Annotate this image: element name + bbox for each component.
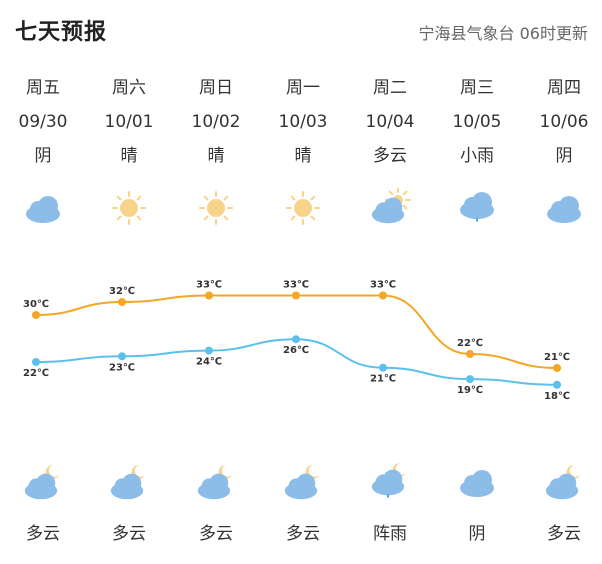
night-weather-label: 多云 [112, 524, 146, 544]
high-temp-point [466, 350, 474, 358]
cloud-icon [454, 462, 500, 502]
light-rain-icon [454, 188, 500, 228]
low-temp-label: 18℃ [544, 391, 570, 402]
night-weather-label: 多云 [199, 524, 233, 544]
sun-icon [106, 188, 152, 228]
high-temp-label: 32℃ [109, 286, 135, 297]
high-temp-label: 21℃ [544, 352, 570, 363]
high-temp-point [292, 291, 300, 300]
sun-icon [280, 188, 326, 228]
high-temp-point [553, 364, 561, 372]
day-weather-label: 多云 [373, 146, 407, 166]
night-weather-label: 阵雨 [373, 524, 407, 544]
low-temp-point [553, 380, 561, 389]
page-title: 七天预报 [15, 20, 108, 45]
high-temp-point [205, 291, 213, 300]
weekday-label: 周二 [373, 78, 407, 98]
weekday-label: 周五 [26, 78, 60, 98]
cloudy-night-icon [20, 462, 66, 502]
night-weather-label: 阴 [468, 524, 486, 544]
low-temp-point [379, 363, 387, 372]
cloudy-night-icon [280, 462, 326, 502]
weekday-label: 周三 [460, 78, 494, 98]
low-temp-point [118, 352, 126, 361]
day-weather-label: 阴 [555, 146, 573, 166]
date-label: 10/03 [278, 112, 328, 132]
cloudy-night-icon [106, 462, 152, 502]
night-weather-label: 多云 [26, 524, 60, 544]
station-name: 宁海县气象台 [418, 24, 515, 43]
low-temp-label: 22℃ [23, 368, 49, 379]
low-temp-point [466, 375, 474, 384]
shower-night-icon [367, 462, 413, 502]
date-label: 10/06 [539, 112, 589, 132]
low-temp-label: 19℃ [457, 385, 483, 396]
day-weather-label: 阴 [34, 146, 52, 166]
cloud-icon [541, 188, 587, 228]
weekday-label: 周四 [547, 78, 581, 98]
date-label: 09/30 [18, 112, 68, 132]
update-time: 06时更新 [519, 24, 588, 43]
weekday-label: 周一 [286, 78, 320, 98]
high-temp-label: 22℃ [457, 338, 483, 349]
weekday-label: 周六 [112, 78, 146, 98]
high-temp-label: 33℃ [196, 280, 222, 291]
high-temp-point [32, 311, 40, 319]
low-temp-label: 21℃ [370, 374, 396, 385]
night-weather-label: 多云 [547, 524, 581, 544]
sun-icon [193, 188, 239, 228]
night-weather-label: 多云 [286, 524, 320, 544]
day-weather-label: 小雨 [460, 146, 494, 166]
low-temp-point [292, 335, 300, 344]
high-temp-label: 33℃ [370, 280, 396, 291]
high-temp-point [379, 291, 387, 300]
day-weather-label: 晴 [207, 146, 225, 166]
cloud-icon [20, 188, 66, 228]
date-label: 10/02 [191, 112, 241, 132]
low-temp-label: 24℃ [196, 357, 222, 368]
date-label: 10/05 [452, 112, 502, 132]
date-label: 10/01 [104, 112, 154, 132]
high-temp-label: 33℃ [283, 280, 309, 291]
date-label: 10/04 [365, 112, 415, 132]
temperature-chart: 30℃ 32℃ 33℃ 33℃ 33℃ 22℃ 21℃ 22℃ 23℃ 24℃ 26℃ 21℃ 19℃ 1… [23, 280, 570, 402]
forecast-header: 七天预报 宁海县气象台 06时更新 [0, 0, 602, 60]
cloudy-night-icon [541, 462, 587, 502]
cloudy-night-icon [193, 462, 239, 502]
low-temp-point [205, 346, 213, 355]
low-temp-label: 26℃ [283, 345, 309, 356]
low-temp-label: 23℃ [109, 362, 135, 373]
low-temp-point [32, 358, 40, 366]
high-temp-point [118, 298, 126, 306]
day-weather-label: 晴 [120, 146, 138, 166]
day-weather-label: 晴 [294, 146, 312, 166]
update-info: 宁海县气象台 06时更新 [419, 20, 588, 44]
weekday-label: 周日 [199, 78, 233, 98]
high-temp-label: 30℃ [23, 299, 49, 310]
partly-cloudy-day-icon [367, 188, 413, 228]
